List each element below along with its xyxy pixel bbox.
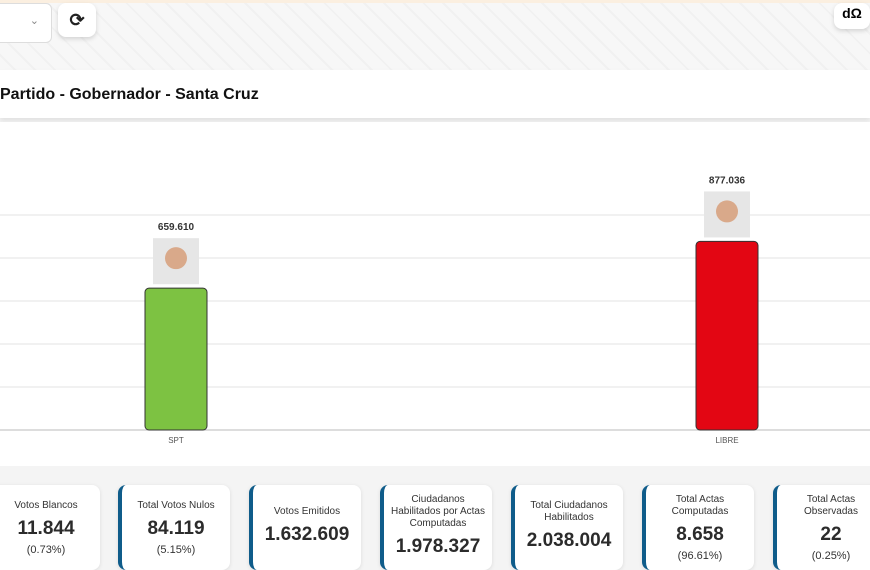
- stat-value: 2.038.004: [526, 529, 612, 551]
- page-title: Partido - Gobernador - Santa Cruz: [0, 86, 259, 103]
- stat-label: Votos Emitidos: [273, 505, 341, 517]
- bar-spt: [144, 287, 208, 431]
- chart-panel: 659.610 SPT 877.036 LIBRE: [0, 122, 870, 466]
- stat-value: 1.632.609: [264, 523, 350, 545]
- stat-label: Total Votos Nulos: [137, 499, 215, 511]
- x-tick-label: SPT: [168, 436, 184, 445]
- data-label: 659.610: [158, 222, 195, 233]
- stat-card: Votos Blancos 11.844 (0.73%): [0, 485, 100, 570]
- x-tick-label: LIBRE: [715, 436, 738, 445]
- header-bar: ⌄ ⟳ dΩ: [0, 0, 870, 73]
- data-label: 877.036: [709, 175, 746, 186]
- stats-cards: Votos Blancos 11.844 (0.73%) Total Votos Nu…: [0, 485, 870, 570]
- stat-value: 11.844: [17, 517, 75, 539]
- title-bar: Partido - Gobernador - Santa Cruz: [0, 70, 870, 118]
- chart-view-button[interactable]: dΩ: [834, 3, 870, 29]
- stat-percent: (5.15%): [156, 543, 196, 556]
- refresh-icon: ⟳: [69, 10, 85, 30]
- refresh-button[interactable]: ⟳: [58, 3, 96, 37]
- stat-value: 84.119: [147, 517, 205, 539]
- stat-card: Votos Emitidos 1.632.609: [249, 485, 361, 570]
- stat-label: Ciudadanos Habilitados por Actas Computa…: [391, 493, 485, 529]
- stat-label: Votos Blancos: [14, 499, 78, 511]
- stat-percent: (0.73%): [26, 543, 66, 556]
- stat-value: 22: [820, 523, 842, 545]
- stat-label: Total Actas Observadas: [804, 493, 858, 517]
- bar-chart-icon: dΩ: [842, 5, 862, 21]
- stat-label: Total Actas Computadas: [671, 493, 729, 517]
- stat-label: Total Ciudadanos Habilitados: [530, 499, 608, 523]
- stat-percent: (96.61%): [677, 549, 723, 562]
- stat-card: Ciudadanos Habilitados por Actas Computa…: [380, 485, 492, 570]
- candidate-face: [165, 247, 187, 270]
- stat-value: 8.658: [676, 523, 724, 545]
- bar-chart: 659.610 SPT 877.036 LIBRE: [0, 175, 870, 445]
- stat-card: Total Actas Observadas 22 (0.25%): [773, 485, 870, 570]
- stat-card: Total Actas Computadas 8.658 (96.61%): [642, 485, 754, 570]
- chevron-down-icon: ⌄: [29, 15, 39, 27]
- stat-card: Total Ciudadanos Habilitados 2.038.004: [511, 485, 623, 570]
- filter-select[interactable]: ⌄: [0, 3, 52, 43]
- bar-libre: [695, 240, 759, 431]
- stat-card: Total Votos Nulos 84.119 (5.15%): [118, 485, 230, 570]
- candidate-face: [716, 200, 738, 223]
- stat-percent: (0.25%): [811, 549, 851, 562]
- stat-value: 1.978.327: [395, 535, 481, 557]
